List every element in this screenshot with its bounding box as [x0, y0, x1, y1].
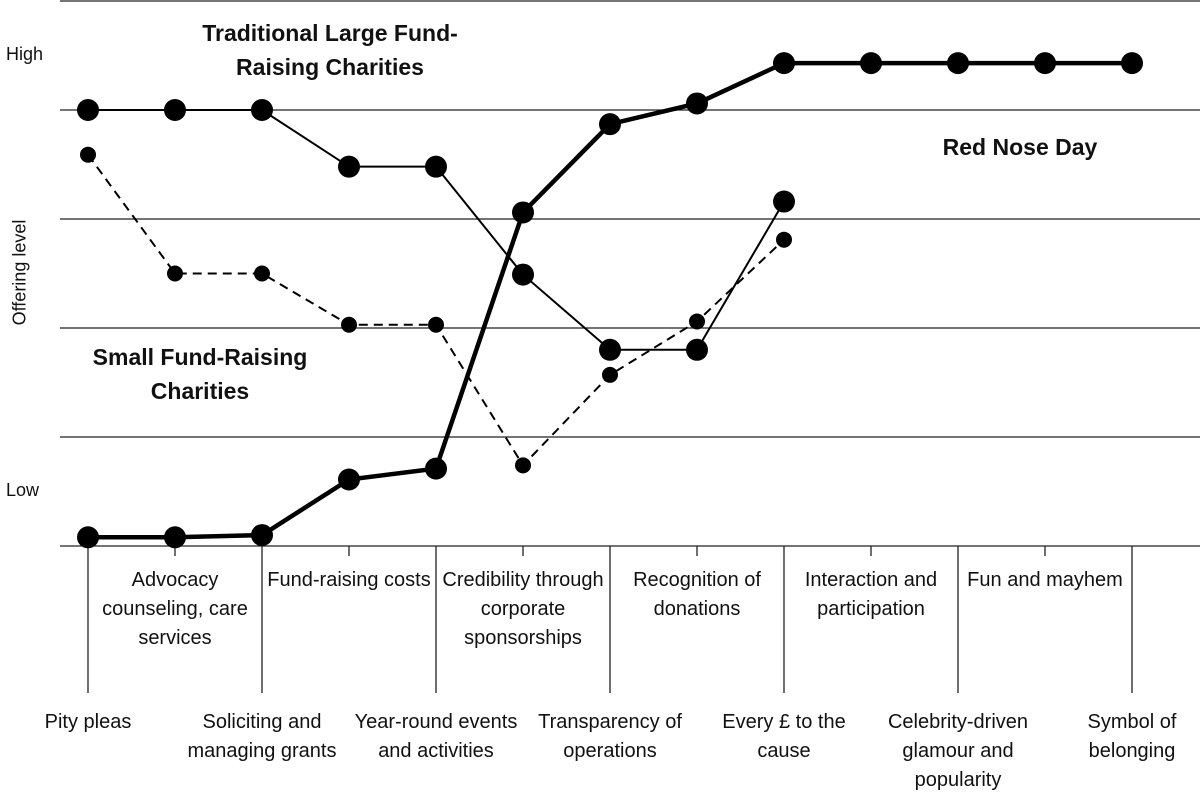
data-point [860, 52, 882, 75]
data-point [428, 316, 444, 333]
data-point [254, 265, 270, 282]
data-point [251, 524, 273, 547]
x-tick-label: Soliciting and managing grants [187, 711, 337, 762]
x-tick-label: Credibility through corporate sponsorshi… [442, 569, 604, 649]
y-tick-label: High [6, 43, 44, 64]
data-point [1034, 52, 1056, 75]
data-point [689, 313, 705, 330]
series-label: Small Fund-Raising Charities [92, 344, 308, 404]
x-tick-label: Every £ to the cause [722, 711, 846, 762]
x-tick-label: Fund-raising costs [267, 569, 431, 591]
data-point [599, 338, 621, 361]
x-tick-label: Year-round events and activities [354, 711, 518, 762]
series-label: Red Nose Day [942, 134, 1098, 160]
data-point [686, 338, 708, 361]
data-point [773, 52, 795, 75]
x-tick-label: Recognition of donations [633, 569, 761, 620]
x-tick-label: Transparency of operations [538, 711, 682, 762]
x-tick-label: Celebrity-driven glamour and popularity [887, 711, 1029, 791]
data-point [686, 92, 708, 115]
x-tick-label: Pity pleas [44, 711, 132, 733]
data-point [80, 146, 96, 163]
x-tick-label: Symbol of belonging [1087, 711, 1177, 762]
series-label: Traditional Large Fund-Raising Charities [202, 20, 458, 80]
data-point [512, 201, 534, 224]
data-point [341, 316, 357, 333]
data-point [338, 155, 360, 178]
data-point [251, 99, 273, 121]
data-point [599, 113, 621, 136]
data-point [77, 99, 99, 121]
data-point [167, 265, 183, 282]
x-tick-label: Advocacy counseling, care services [102, 569, 248, 649]
data-point [773, 190, 795, 213]
data-point [77, 526, 99, 549]
data-point [425, 155, 447, 178]
data-point [425, 457, 447, 480]
series-line [87, 154, 785, 467]
y-tick-label: Low [6, 479, 40, 500]
data-point [776, 231, 792, 248]
data-point [602, 366, 618, 383]
series-line [88, 109, 785, 351]
x-tick-label: Interaction and participation [804, 569, 938, 620]
data-point [338, 468, 360, 491]
data-point [515, 457, 531, 474]
data-point [512, 263, 534, 286]
data-point [1121, 52, 1143, 75]
data-point [164, 526, 186, 549]
y-axis-label: Offering level [9, 219, 30, 326]
x-tick-label: Fun and mayhem [967, 569, 1123, 591]
data-point [947, 52, 969, 75]
data-point [164, 99, 186, 121]
